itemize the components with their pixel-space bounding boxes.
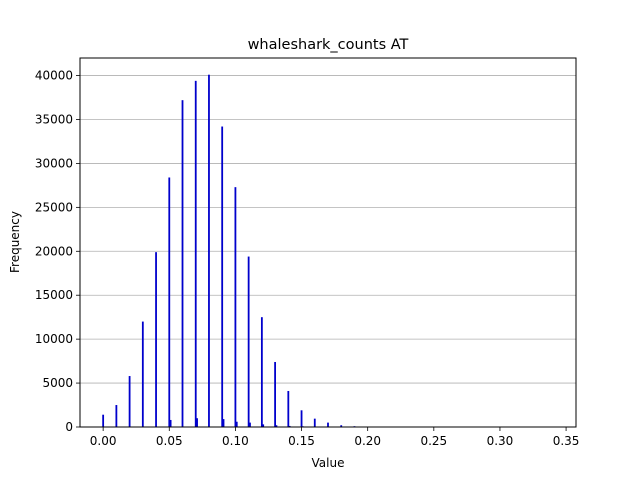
histogram-bar [275, 425, 278, 427]
y-tick-label: 20000 [35, 244, 73, 258]
y-tick-label: 30000 [35, 156, 73, 170]
x-tick-label: 0.00 [90, 434, 117, 448]
histogram-bar [235, 421, 238, 427]
x-tick-label: 0.15 [288, 434, 315, 448]
histogram-bar [340, 425, 343, 427]
y-gridlines [80, 75, 576, 384]
x-tick-label: 0.30 [487, 434, 514, 448]
histogram-bar [274, 361, 276, 427]
bars [102, 74, 369, 428]
histogram-bar [155, 252, 157, 427]
y-tick-label: 5000 [42, 376, 73, 390]
histogram-bar [313, 418, 316, 427]
histogram-bar [194, 80, 197, 427]
y-tick-label: 35000 [35, 113, 73, 127]
histogram-bar [327, 422, 329, 427]
histogram-bar [249, 422, 251, 427]
histogram-bar [234, 187, 237, 427]
y-tick-label: 10000 [35, 332, 73, 346]
x-tick-label: 0.20 [354, 434, 381, 448]
y-tick-label: 15000 [35, 288, 73, 302]
y-tick-label: 0 [65, 420, 73, 434]
y-tick-label: 25000 [35, 200, 73, 214]
histogram-bar [222, 419, 225, 427]
histogram-bar [181, 100, 184, 428]
histogram-bar [141, 321, 144, 427]
x-tick-label: 0.35 [553, 434, 580, 448]
x-axis-label: Value [312, 456, 345, 470]
chart-title: whaleshark_counts AT [248, 37, 409, 53]
x-tick-label: 0.25 [420, 434, 447, 448]
y-axis-label: Frequency [8, 211, 22, 273]
histogram-bar [208, 74, 210, 427]
histogram-bar [262, 424, 265, 427]
x-axis-ticks: 0.00 0.05 0.10 0.15 0.20 0.25 0.30 0.35 [90, 427, 580, 448]
y-tick-label: 40000 [35, 69, 73, 83]
histogram-bar [168, 177, 171, 427]
histogram-bar [247, 256, 250, 427]
histogram-bar [300, 410, 303, 427]
histogram-bar [128, 376, 131, 427]
x-tick-label: 0.10 [222, 434, 249, 448]
histogram-bar [260, 317, 263, 427]
histogram-bar [196, 418, 198, 427]
histogram-bar [221, 126, 224, 428]
histogram-bar [287, 390, 290, 427]
histogram-bar [169, 419, 172, 427]
x-tick-label: 0.05 [156, 434, 183, 448]
histogram-bar [288, 425, 291, 427]
y-axis-ticks: 0 5000 10000 15000 20000 25000 30000 35000 40000 [35, 69, 80, 434]
histogram-bar [115, 405, 118, 427]
histogram-bar [102, 414, 105, 427]
plot-frame [79, 57, 577, 428]
